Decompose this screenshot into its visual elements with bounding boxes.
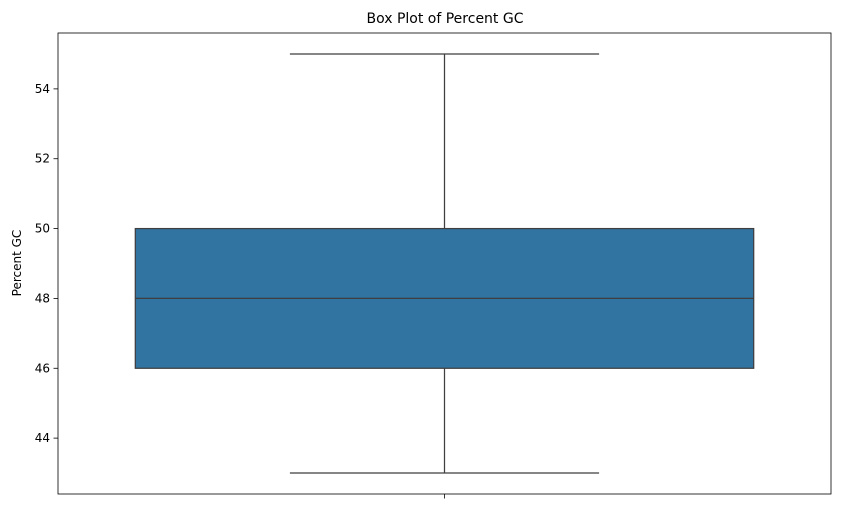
chart-title: Box Plot of Percent GC — [366, 11, 523, 27]
y-tick-label: 50 — [35, 222, 50, 236]
y-tick-label: 48 — [35, 291, 50, 305]
y-tick-label: 54 — [35, 82, 50, 96]
y-tick-label: 44 — [35, 431, 50, 445]
y-axis-label: Percent GC — [10, 230, 24, 297]
y-tick-label: 52 — [35, 152, 50, 166]
y-axis: 44 46 48 50 52 54 — [35, 82, 58, 445]
plot-area — [134, 53, 755, 474]
y-tick-label: 46 — [35, 361, 50, 375]
